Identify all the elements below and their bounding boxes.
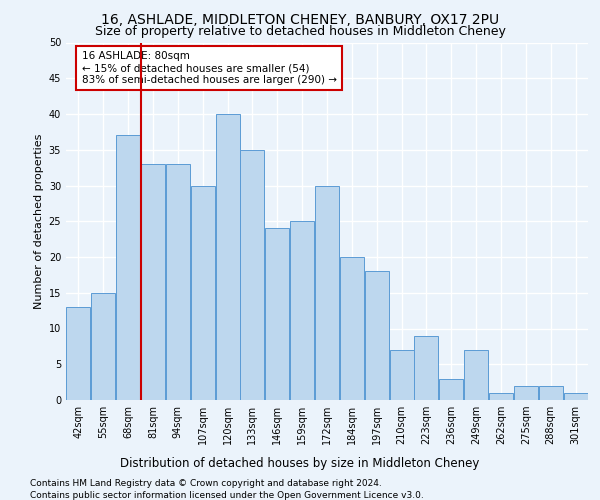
- Bar: [464, 350, 488, 400]
- Bar: [340, 257, 364, 400]
- Bar: [141, 164, 165, 400]
- Y-axis label: Number of detached properties: Number of detached properties: [34, 134, 44, 309]
- Text: 16, ASHLADE, MIDDLETON CHENEY, BANBURY, OX17 2PU: 16, ASHLADE, MIDDLETON CHENEY, BANBURY, …: [101, 12, 499, 26]
- Bar: [67, 307, 91, 400]
- Text: Size of property relative to detached houses in Middleton Cheney: Size of property relative to detached ho…: [95, 25, 505, 38]
- Text: 16 ASHLADE: 80sqm
← 15% of detached houses are smaller (54)
83% of semi-detached: 16 ASHLADE: 80sqm ← 15% of detached hous…: [82, 52, 337, 84]
- Text: Contains HM Land Registry data © Crown copyright and database right 2024.: Contains HM Land Registry data © Crown c…: [30, 479, 382, 488]
- Text: Distribution of detached houses by size in Middleton Cheney: Distribution of detached houses by size …: [121, 458, 479, 470]
- Text: Contains public sector information licensed under the Open Government Licence v3: Contains public sector information licen…: [30, 491, 424, 500]
- Bar: [365, 272, 389, 400]
- Bar: [265, 228, 289, 400]
- Bar: [415, 336, 439, 400]
- Bar: [563, 393, 587, 400]
- Bar: [91, 293, 115, 400]
- Bar: [439, 378, 463, 400]
- Bar: [241, 150, 265, 400]
- Bar: [290, 221, 314, 400]
- Bar: [514, 386, 538, 400]
- Bar: [315, 186, 339, 400]
- Bar: [215, 114, 239, 400]
- Bar: [489, 393, 513, 400]
- Bar: [389, 350, 413, 400]
- Bar: [539, 386, 563, 400]
- Bar: [166, 164, 190, 400]
- Bar: [191, 186, 215, 400]
- Bar: [116, 136, 140, 400]
